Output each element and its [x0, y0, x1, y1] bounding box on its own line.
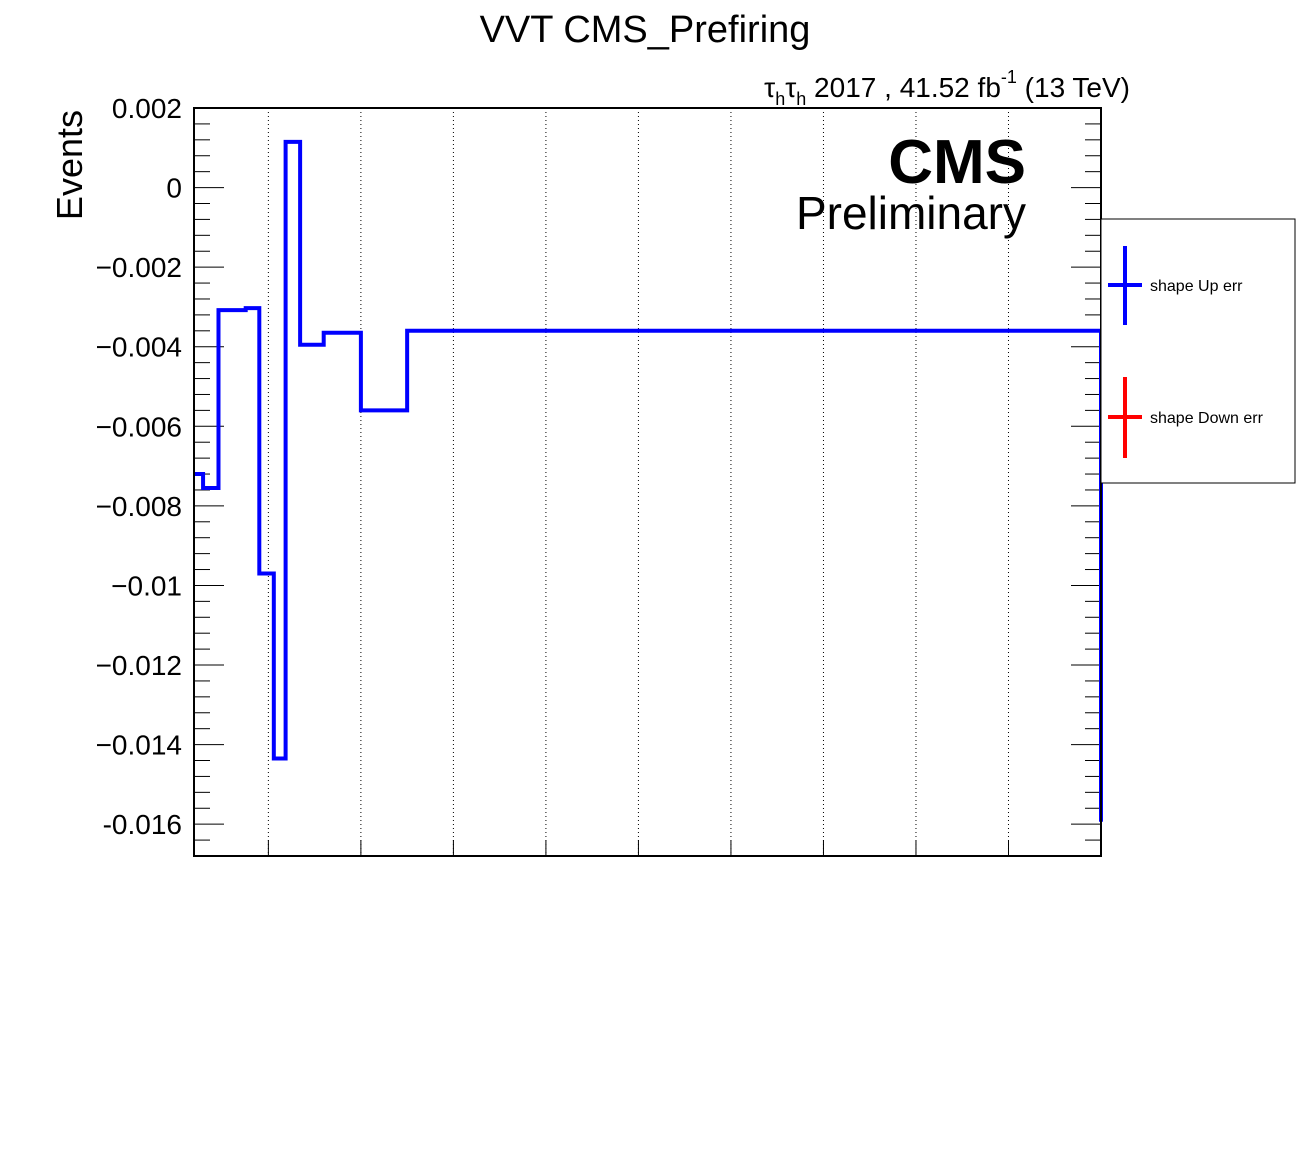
lumi-label: τhτh 2017 , 41.52 fb-1 (13 TeV) [764, 67, 1130, 109]
y-tick-label-8: −0.014 [96, 730, 182, 761]
legend: shape Up err shape Down err [1100, 218, 1296, 484]
y-axis-label: Events [49, 110, 90, 220]
chart-title: VVT CMS_Prefiring [480, 9, 811, 51]
lumi-energy: (13 TeV) [1017, 72, 1130, 103]
y-tick-label-3: −0.004 [96, 332, 182, 363]
y-tick-label-4: −0.006 [96, 411, 182, 442]
y-tick-labels: 0.002 0 −0.002 −0.004 −0.006 −0.008 −0.01 −0.01… [96, 93, 182, 840]
y-tick-label-2: −0.002 [96, 252, 182, 283]
axis-ticks [194, 107, 1101, 856]
legend-entry-up: shape Up err [1108, 246, 1243, 325]
series-line-0 [194, 139, 1103, 822]
legend-marker-down [1108, 377, 1142, 458]
y-tick-label-5: −0.008 [96, 491, 182, 522]
grid [267, 108, 1009, 856]
channel-symbol-2: τ [785, 72, 796, 103]
channel-subscript-1: h [775, 89, 785, 109]
preliminary-label: Preliminary [796, 187, 1026, 239]
y-tick-label-7: −0.012 [96, 650, 182, 681]
y-tick-label-6: −0.01 [111, 570, 182, 601]
y-tick-label-1: 0 [166, 173, 182, 204]
channel-subscript-2: h [796, 89, 806, 109]
y-tick-label-0: 0.002 [112, 93, 182, 124]
legend-label-down: shape Down err [1150, 410, 1264, 427]
cms-label: CMS [888, 128, 1026, 197]
legend-marker-up [1108, 246, 1142, 325]
legend-entry-down: shape Down err [1108, 377, 1264, 458]
lumi-text: 2017 , 41.52 fb [806, 72, 1001, 103]
channel-symbol-1: τ [764, 72, 775, 103]
lumi-superscript: -1 [1001, 67, 1017, 87]
legend-box [1100, 218, 1296, 484]
series-layer [194, 139, 1103, 822]
legend-label-up: shape Up err [1150, 278, 1243, 295]
y-tick-label-9: -0.016 [103, 809, 182, 840]
